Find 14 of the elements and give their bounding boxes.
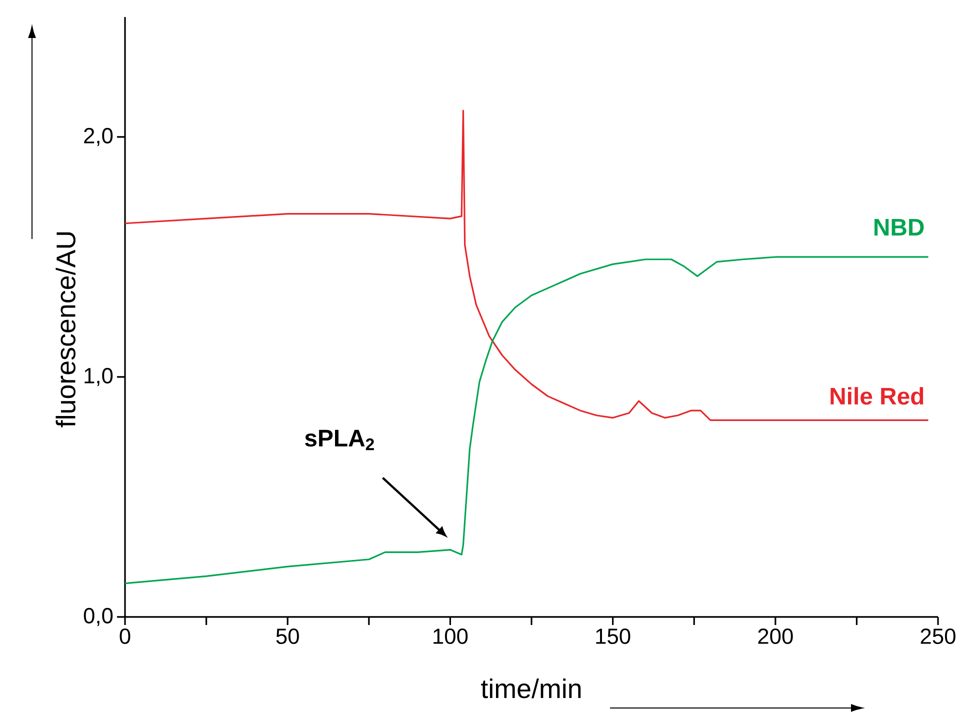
x-tick-label: 0 <box>120 628 130 644</box>
x-tick-label: 250 <box>920 628 956 644</box>
y-tick-label: 2,0 <box>84 128 113 146</box>
x-tick-label: 150 <box>596 628 630 644</box>
annotation: sPLA$_{2}$ <box>305 430 374 450</box>
y-axis-title: fluorescence/AU <box>56 232 76 428</box>
x-tick-label: 100 <box>434 628 468 644</box>
y-tick-label: 0,0 <box>84 608 113 626</box>
x-tick-label: 200 <box>758 628 793 644</box>
x-axis-title: time/min <box>481 678 581 698</box>
x-tick-label: 50 <box>276 628 299 644</box>
series-label: Nile Red <box>830 387 924 405</box>
y-tick-label: 1,0 <box>84 368 113 386</box>
series-label: NBD <box>874 219 924 236</box>
